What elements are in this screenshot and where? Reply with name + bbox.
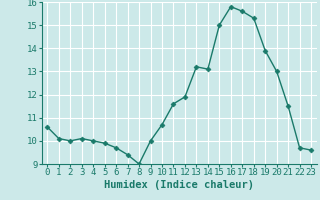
X-axis label: Humidex (Indice chaleur): Humidex (Indice chaleur) [104,180,254,190]
